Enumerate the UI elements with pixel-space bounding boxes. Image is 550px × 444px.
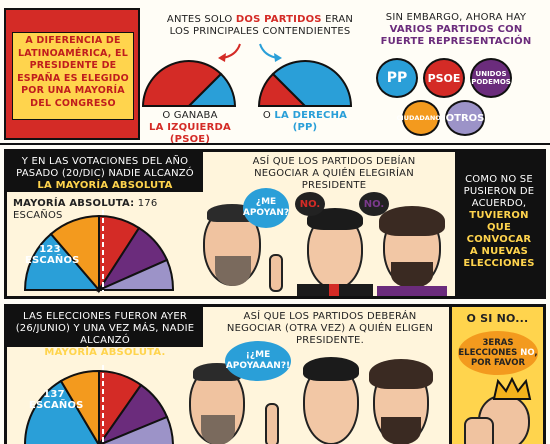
before-title: ANTES SOLO DOS PARTIDOS ERAN LOS PRINCIP… — [160, 14, 360, 38]
party-psoe: PSOE — [423, 58, 465, 98]
left-label: O GANABA LA IZQUIERDA (PSOE) — [128, 110, 252, 146]
bubble-rajoy-2015: ¿ME APOYAN? — [243, 188, 289, 228]
party-pp-label: PP — [386, 70, 408, 86]
majority-label-value: 176 ESCAÑOS — [13, 198, 158, 221]
sanchez-hair — [307, 208, 363, 230]
right-label-part: O — [262, 110, 275, 121]
party-otros-label: OTROS — [445, 112, 485, 124]
parliament-chart-2016 — [24, 365, 174, 444]
arrow-icon-right — [259, 43, 282, 62]
panel3-narration: ASÍ QUE LOS PARTIDOS DEBERÁN NEGOCIAR (O… — [226, 311, 434, 346]
panel3-caption-line1: LAS ELECCIONES FUERON AYER (26/JUNIO) Y … — [15, 311, 195, 346]
iglesias-beard — [391, 262, 433, 288]
panel3-caption-line2: MAYORÍA ABSOLUTA. — [44, 347, 166, 358]
before-title-highlight: DOS PARTIDOS — [235, 14, 322, 25]
left-label-line2: LA IZQUIERDA (PSOE) — [149, 122, 231, 145]
panel2-side-box: COMO NO SE PUSIERON DE ACUERDO, TUVIERON… — [455, 152, 543, 296]
iglesias-hair-2016 — [369, 359, 433, 389]
party-cs-label: CIUDADANOS — [396, 114, 446, 122]
king-hand — [464, 417, 494, 444]
rajoy-hand — [269, 254, 283, 292]
flag-text: A DIFERENCIA DE LATINOAMÉRICA, EL PRESID… — [17, 35, 129, 109]
panel2-side-line1: COMO NO SE PUSIERON DE ACUERDO, — [463, 174, 535, 209]
bubble-iglesias-2015-text: NO. — [363, 198, 385, 210]
right-label-highlight: LA DERECHA (PP) — [274, 110, 348, 133]
flag-yellow-band — [12, 32, 134, 120]
panel3-side-title: O SI NO... — [466, 312, 529, 325]
iglesias-shirt — [377, 286, 447, 296]
panel2-side-line2: TUVIERON QUE CONVOCAR A NUEVAS ELECCIONE… — [463, 210, 535, 269]
panel2-caption: Y EN LAS VOTACIONES DEL AÑO PASADO (20/D… — [7, 152, 203, 192]
parliament-chart-2015 — [23, 210, 175, 294]
bubble-side-2016: 3ERAS ELECCIONES NO, POR FAVOR — [458, 331, 538, 375]
panel3-side: O SI NO... 3ERAS ELECCIONES NO, POR FAVO… — [449, 307, 543, 444]
bubble-sanchez-2015: NO. — [295, 192, 325, 216]
panel2-caption-line1: Y EN LAS VOTACIONES DEL AÑO PASADO (20/D… — [16, 156, 194, 179]
before-title-part: ANTES SOLO — [166, 14, 236, 25]
bubble-rajoy-2016: ¡¿ME APOYAAAN?! — [225, 341, 291, 381]
rajoy-beard-2016 — [201, 415, 235, 444]
party-psoe-label: PSOE — [427, 71, 461, 85]
seats-2016: 137 ESCAÑOS — [29, 389, 84, 411]
semicircle-psoe-win — [141, 60, 237, 107]
bubble-side-part-b: NO — [520, 348, 535, 358]
iglesias-beard-2016 — [381, 417, 421, 444]
bubble-sanchez-2015-text: NO. — [299, 198, 321, 210]
however-text: SIN EMBARGO, AHORA HAY VARIOS PARTIDOS C… — [368, 12, 544, 48]
bubble-rajoy-2016-text: ¡¿ME APOYAAAN?! — [225, 350, 291, 371]
divider-top — [0, 143, 550, 145]
panel-3: LAS ELECCIONES FUERON AYER (26/JUNIO) Y … — [4, 304, 546, 444]
sanchez-hair-2016 — [303, 357, 359, 381]
majority-label: MAYORÍA ABSOLUTA: 176 ESCAÑOS — [13, 198, 203, 222]
bubble-rajoy-2015-text: ¿ME APOYAN? — [242, 197, 290, 218]
right-label: O LA DERECHA (PP) — [250, 110, 360, 134]
iglesias-hair — [379, 206, 445, 236]
bubble-side-2016-text: 3ERAS ELECCIONES NO, POR FAVOR — [458, 338, 538, 368]
sanchez-tie — [329, 284, 339, 296]
party-cs: CIUDADANOS — [397, 100, 445, 136]
party-otros: OTROS — [445, 100, 485, 136]
bubble-side-part-a: 3ERAS ELECCIONES — [458, 338, 521, 358]
rajoy-beard — [215, 256, 251, 286]
bubble-side-part-c: , POR FAVOR — [471, 348, 538, 368]
before-title-part-end: ERAN LOS PRINCIPALES CONTENDIENTES — [169, 14, 354, 37]
bubble-iglesias-2015: NO. — [359, 192, 389, 216]
panel2-narration: ASÍ QUE LOS PARTIDOS DEBÍAN NEGOCIAR A Q… — [252, 156, 416, 191]
party-pp: PP — [376, 58, 418, 98]
seats-2015: 123 ESCAÑOS — [25, 244, 80, 266]
majority-label-bold: MAYORÍA ABSOLUTA: — [13, 198, 135, 209]
however-line2: VARIOS PARTIDOS CON FUERTE REPRESENTACIÓ… — [380, 24, 532, 47]
arrow-icon-left — [218, 43, 241, 62]
however-line1: SIN EMBARGO, AHORA HAY — [385, 12, 527, 23]
party-up-label: UNIDOS PODEMOS — [471, 70, 511, 86]
spain-flag-box: A DIFERENCIA DE LATINOAMÉRICA, EL PRESID… — [4, 8, 140, 140]
party-up: UNIDOS PODEMOS — [470, 58, 512, 98]
semicircle-pp-win — [257, 60, 353, 107]
left-label-line1: O GANABA — [162, 110, 218, 121]
panel2-caption-line2: LA MAYORÍA ABSOLUTA — [37, 180, 173, 191]
panel-2: Y EN LAS VOTACIONES DEL AÑO PASADO (20/D… — [4, 149, 546, 299]
panel3-caption: LAS ELECCIONES FUERON AYER (26/JUNIO) Y … — [7, 307, 203, 358]
rajoy-hand-2016 — [265, 403, 279, 444]
crown-icon — [492, 377, 532, 400]
